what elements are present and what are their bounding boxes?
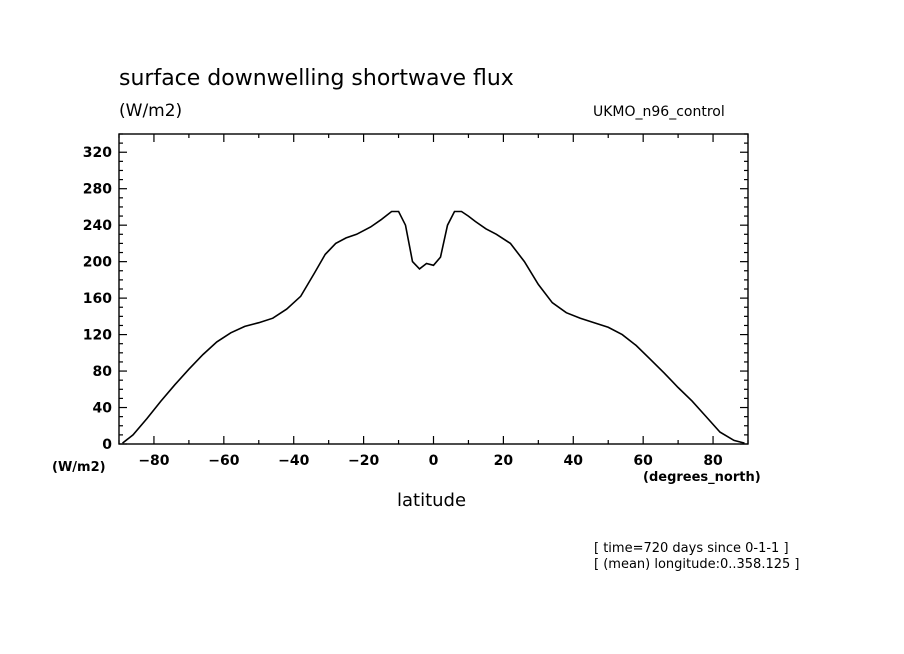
plot-frame [118,133,749,445]
y-tick-label: 240 [83,218,112,234]
y-tick-label: 40 [93,401,113,417]
x-tick-label: 20 [494,453,514,469]
x-tick-label: 80 [703,453,723,469]
chart-title: surface downwelling shortwave flux [119,66,514,91]
y-axis-unit-label: (W/m2) [52,460,106,475]
footnote-longitude: [ (mean) longitude:0..358.125 ] [594,557,800,572]
y-tick-label: 80 [93,364,113,380]
y-tick-label: 0 [102,437,112,453]
y-tick-label: 280 [83,182,112,198]
x-tick-label: −80 [138,453,169,469]
model-name: UKMO_n96_control [593,104,725,120]
x-tick-label: 40 [564,453,584,469]
x-axis-unit-label: (degrees_north) [643,470,761,485]
y-tick-label: 120 [83,328,112,344]
y-tick-label: 200 [83,255,112,271]
x-tick-label: −40 [278,453,309,469]
y-tick-label: 320 [83,145,112,161]
x-tick-label: −20 [348,453,379,469]
chart-units: (W/m2) [119,101,183,121]
x-tick-label: 0 [429,453,439,469]
x-tick-label: −60 [208,453,239,469]
axis-ticks [118,133,749,445]
y-tick-label: 160 [83,291,112,307]
tick-labels: −80 −60 −40 −20 0 20 40 60 80 0 40 80 120 160 200 240 28… [83,145,723,469]
series-line [122,210,745,444]
footnote-time: [ time=720 days since 0-1-1 ] [594,541,789,556]
x-tick-label: 60 [633,453,653,469]
x-axis-label: latitude [397,490,467,511]
